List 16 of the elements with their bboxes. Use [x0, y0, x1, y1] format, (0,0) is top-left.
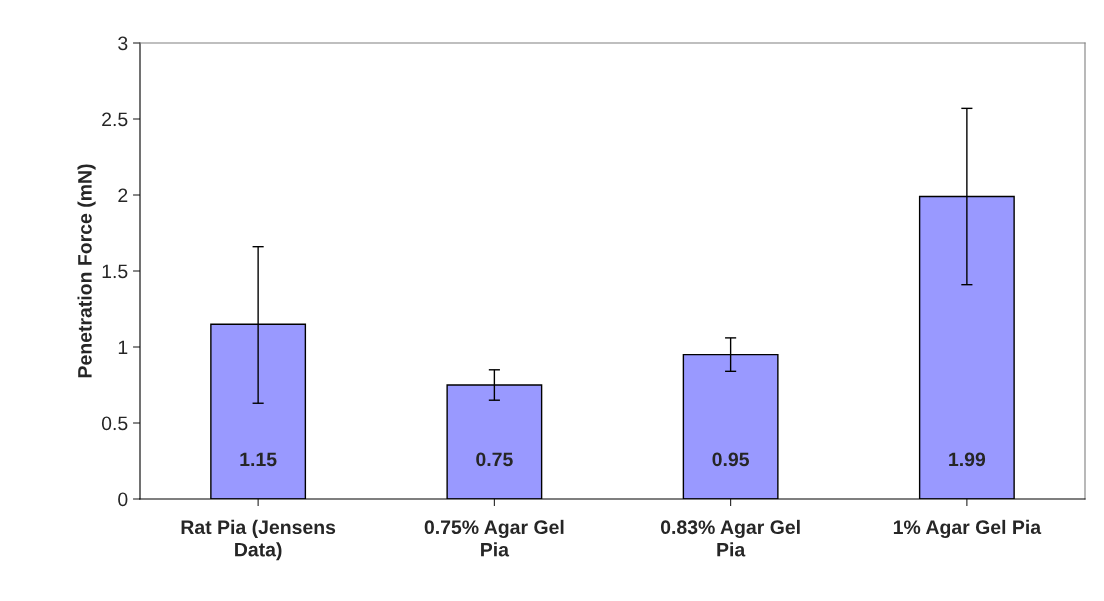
y-tick-label: 0	[118, 492, 128, 507]
x-tick-label: 1% Agar Gel Pia	[893, 519, 1042, 539]
y-axis-title: Penetration Force (mN)	[77, 164, 96, 378]
data-label: 1.15	[240, 452, 277, 467]
x-tick-label: 0.75% Agar Gel Pia	[424, 519, 564, 557]
data-label: 1.99	[949, 452, 986, 467]
y-tick-label: 1.5	[102, 264, 128, 279]
y-tick-label: 0.5	[101, 416, 128, 431]
data-label: 0.95	[712, 452, 750, 467]
x-tick-label: Rat Pia (Jensens Data)	[181, 519, 336, 561]
y-tick-label: 3	[118, 36, 128, 51]
data-label: 0.75	[476, 452, 513, 467]
y-tick-label: 2.5	[102, 112, 128, 127]
y-tick-label: 1	[118, 340, 128, 355]
y-tick-label: 2	[118, 188, 128, 203]
x-tick-label: 0.83% Agar Gel Pia	[660, 519, 800, 557]
